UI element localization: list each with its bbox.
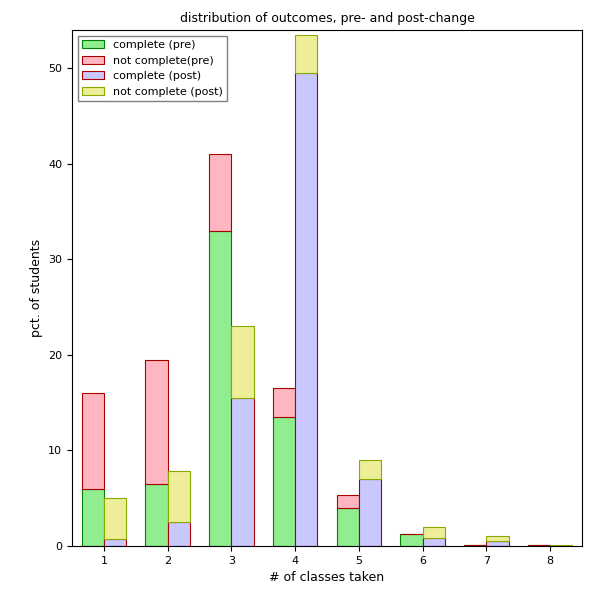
Bar	[550, 545, 572, 546]
Bar	[167, 472, 190, 522]
Bar	[273, 417, 295, 546]
Bar	[487, 536, 509, 541]
Bar	[487, 541, 509, 546]
Bar	[104, 498, 126, 539]
Bar	[104, 539, 126, 546]
Bar	[232, 398, 254, 546]
Bar	[528, 545, 550, 546]
Bar	[145, 484, 167, 546]
Bar	[359, 460, 381, 479]
Y-axis label: pct. of students: pct. of students	[29, 239, 43, 337]
Legend: complete (pre), not complete(pre), complete (post), not complete (post): complete (pre), not complete(pre), compl…	[77, 35, 227, 101]
Bar	[422, 538, 445, 546]
Bar	[295, 35, 317, 73]
Bar	[209, 154, 232, 230]
Bar	[359, 479, 381, 546]
Bar	[167, 522, 190, 546]
Bar	[145, 359, 167, 484]
Bar	[337, 496, 359, 508]
Bar	[337, 508, 359, 546]
Bar	[273, 388, 295, 417]
Bar	[464, 545, 487, 546]
Bar	[82, 488, 104, 546]
Bar	[400, 533, 422, 546]
X-axis label: # of classes taken: # of classes taken	[269, 571, 385, 584]
Bar	[82, 393, 104, 488]
Title: distribution of outcomes, pre- and post-change: distribution of outcomes, pre- and post-…	[179, 11, 475, 25]
Bar	[232, 326, 254, 398]
Bar	[422, 527, 445, 538]
Bar	[209, 230, 232, 546]
Bar	[295, 73, 317, 546]
